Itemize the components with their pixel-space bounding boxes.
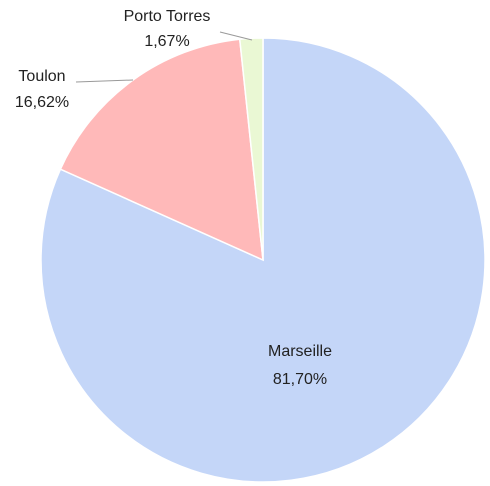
slice-value-label: 1,67%	[144, 33, 189, 50]
slice-value-label: 81,70%	[273, 371, 327, 388]
leader-line	[75, 79, 134, 83]
slice-label: Porto Torres	[124, 8, 211, 25]
leader-line	[219, 31, 253, 41]
slice-label: Marseille	[268, 343, 332, 360]
slice-value-label: 16,62%	[15, 94, 69, 111]
slice-label: Toulon	[18, 68, 65, 85]
pie-slice	[238, 37, 264, 261]
